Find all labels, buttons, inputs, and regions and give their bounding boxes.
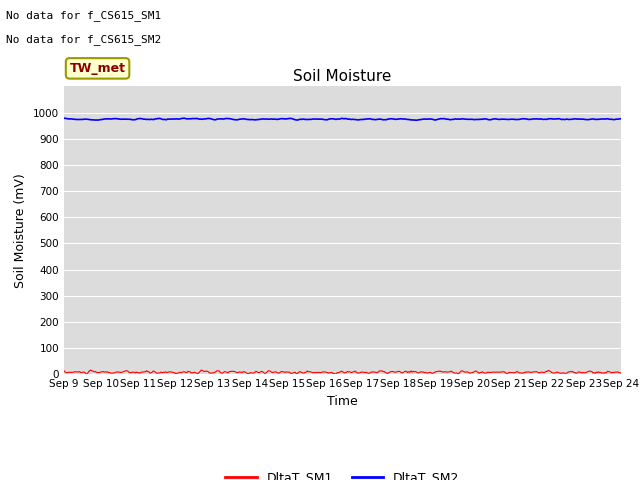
Text: No data for f_CS615_SM1: No data for f_CS615_SM1 xyxy=(6,10,162,21)
X-axis label: Time: Time xyxy=(327,395,358,408)
Text: No data for f_CS615_SM2: No data for f_CS615_SM2 xyxy=(6,34,162,45)
Title: Soil Moisture: Soil Moisture xyxy=(293,69,392,84)
Y-axis label: Soil Moisture (mV): Soil Moisture (mV) xyxy=(15,173,28,288)
Legend: DltaT_SM1, DltaT_SM2: DltaT_SM1, DltaT_SM2 xyxy=(220,466,465,480)
Text: TW_met: TW_met xyxy=(70,62,125,75)
